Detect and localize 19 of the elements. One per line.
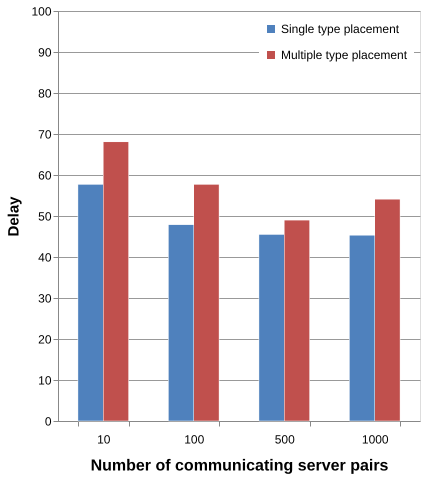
x-tick-label: 500 xyxy=(274,432,296,446)
x-tick-label: 1000 xyxy=(362,432,389,446)
y-tick-label: 100 xyxy=(31,4,52,18)
y-tick-label: 80 xyxy=(38,86,52,100)
y-axis-title: Delay xyxy=(5,196,22,237)
legend-label: Multiple type placement xyxy=(281,48,408,62)
y-tick-label: 10 xyxy=(38,374,52,388)
x-tick-label: 100 xyxy=(184,432,205,446)
x-axis-title: Number of communicating server pairs xyxy=(90,458,389,474)
y-tick-label: 0 xyxy=(44,414,52,428)
legend-label: Single type placement xyxy=(281,22,400,36)
y-tick-label: 70 xyxy=(38,128,52,142)
x-tick-label: 10 xyxy=(97,432,111,446)
y-tick-label: 20 xyxy=(38,332,52,346)
y-tick-label: 50 xyxy=(38,210,52,224)
y-tick-label: 30 xyxy=(38,292,52,306)
y-tick-label: 90 xyxy=(38,46,52,60)
y-tick-label: 40 xyxy=(38,250,52,264)
y-tick-label: 60 xyxy=(38,168,52,182)
